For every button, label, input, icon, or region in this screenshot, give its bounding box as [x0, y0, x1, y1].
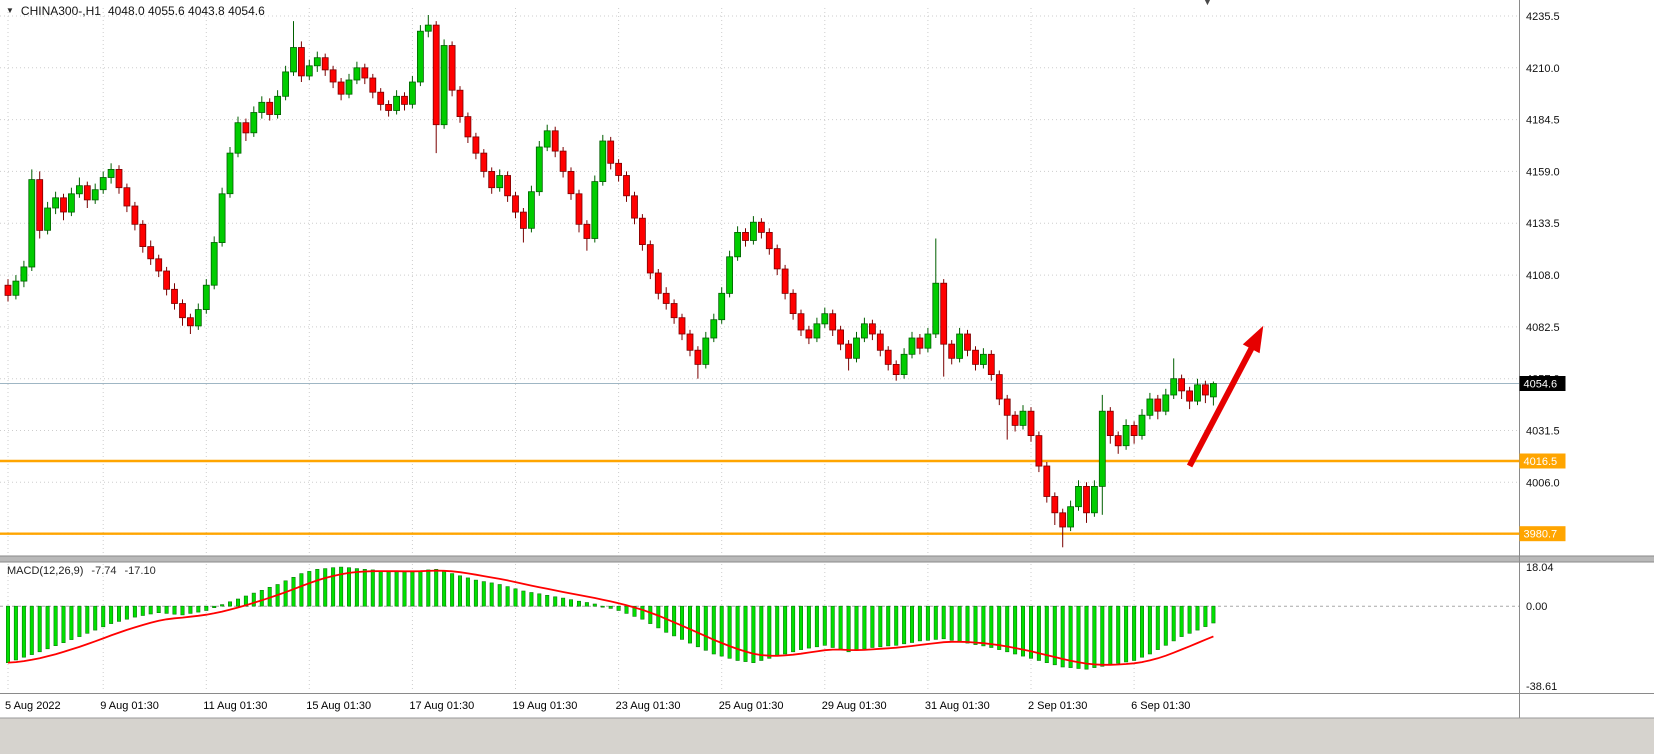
ohlc-values: 4048.0 4055.6 4043.8 4054.6 [107, 4, 265, 18]
svg-text:4016.5: 4016.5 [1524, 456, 1558, 468]
svg-text:4006.0: 4006.0 [1526, 477, 1560, 489]
svg-text:31 Aug 01:30: 31 Aug 01:30 [925, 700, 990, 712]
macd-main-value: -7.74 [91, 565, 117, 577]
panel-splitter[interactable] [0, 555, 1654, 563]
current-price-tag [1519, 376, 1566, 391]
trend-arrow[interactable] [1186, 325, 1264, 468]
bottom-bar [0, 718, 1654, 754]
macd-name: MACD(12,26,9) [7, 565, 84, 577]
chart-shift-marker-icon[interactable]: ▼ [1203, 0, 1212, 7]
macd-axis-labels: 18.04 0.00 -38.61 [1526, 562, 1557, 693]
svg-text:23 Aug 01:30: 23 Aug 01:30 [616, 700, 681, 712]
svg-text:5 Aug 2022: 5 Aug 2022 [5, 700, 61, 712]
macd-label-line: MACD(12,26,9) -7.74 -17.10 [7, 565, 156, 577]
svg-text:4210.0: 4210.0 [1526, 63, 1560, 75]
svg-text:4054.6: 4054.6 [1524, 379, 1558, 391]
svg-text:6 Sep 01:30: 6 Sep 01:30 [1131, 700, 1190, 712]
svg-text:25 Aug 01:30: 25 Aug 01:30 [719, 700, 784, 712]
macd-signal-value: -17.10 [124, 565, 156, 577]
symbol-label: CHINA300-,H1 [20, 4, 101, 18]
svg-text:4108.0: 4108.0 [1526, 270, 1560, 282]
svg-text:4031.5: 4031.5 [1526, 426, 1560, 438]
svg-text:19 Aug 01:30: 19 Aug 01:30 [513, 700, 578, 712]
macd-histogram [6, 566, 1216, 670]
svg-text:4159.0: 4159.0 [1526, 166, 1560, 178]
svg-text:0.00: 0.00 [1526, 601, 1547, 613]
svg-text:4235.5: 4235.5 [1526, 11, 1560, 23]
svg-text:9 Aug 01:30: 9 Aug 01:30 [100, 700, 159, 712]
symbol-ohlc-line: ▼ CHINA300-,H1 4048.0 4055.6 4043.8 4054… [6, 4, 265, 18]
svg-text:18.04: 18.04 [1526, 562, 1554, 574]
candles [4, 15, 1217, 548]
svg-text:4082.5: 4082.5 [1526, 322, 1560, 334]
svg-text:29 Aug 01:30: 29 Aug 01:30 [822, 700, 887, 712]
macd-signal-line [7, 569, 1214, 666]
svg-text:-38.61: -38.61 [1526, 681, 1557, 693]
svg-text:15 Aug 01:30: 15 Aug 01:30 [306, 700, 371, 712]
symbol-dropdown-icon[interactable]: ▼ [6, 6, 14, 15]
svg-text:4133.5: 4133.5 [1526, 218, 1560, 230]
price-tags: 4016.5 3980.7 4054.6 [1519, 376, 1566, 542]
svg-text:17 Aug 01:30: 17 Aug 01:30 [409, 700, 474, 712]
time-axis-labels: 5 Aug 2022 9 Aug 01:30 11 Aug 01:30 15 Aug … [5, 700, 1190, 712]
svg-text:3980.7: 3980.7 [1524, 529, 1558, 541]
svg-text:11 Aug 01:30: 11 Aug 01:30 [203, 700, 267, 712]
svg-text:4184.5: 4184.5 [1526, 115, 1560, 127]
svg-text:2 Sep 01:30: 2 Sep 01:30 [1028, 700, 1087, 712]
